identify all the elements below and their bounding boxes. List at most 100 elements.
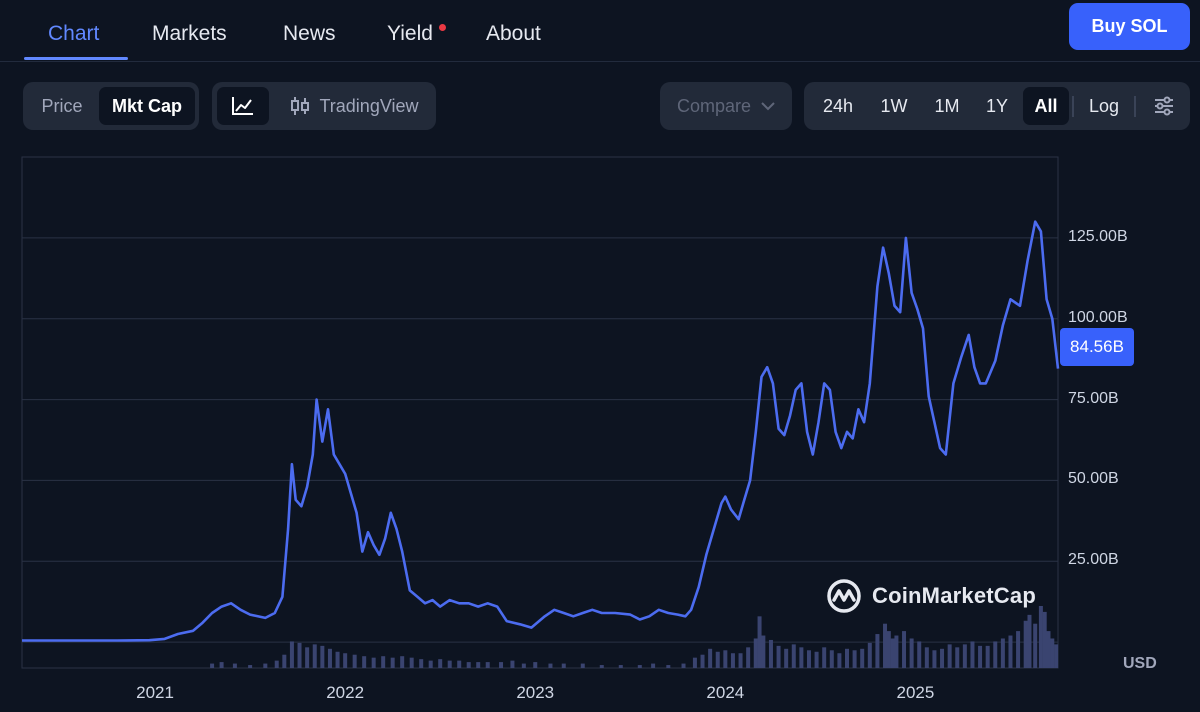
range-1y[interactable]: 1Y (985, 95, 1009, 116)
y-tick-label: 25.00B (1068, 551, 1119, 569)
volume-bar (1008, 635, 1013, 668)
volume-bar (909, 638, 914, 668)
volume-bar (1016, 631, 1021, 668)
volume-bar (860, 648, 865, 668)
plot-frame (21, 156, 1059, 669)
y-tick-label: 75.00B (1068, 389, 1119, 407)
log-toggle[interactable]: Log (1088, 95, 1120, 116)
volume-bar (371, 657, 376, 668)
coinmarketcap-logo-icon (827, 579, 861, 613)
volume-bar (837, 653, 842, 668)
tab-news[interactable]: News (283, 22, 336, 45)
x-tick-label: 2025 (896, 683, 935, 702)
volume-bar (400, 656, 405, 668)
range-24h[interactable]: 24h (822, 95, 854, 116)
volume-bar (730, 653, 735, 668)
buy-button[interactable]: Buy SOL (1069, 3, 1190, 50)
tradingview-button[interactable]: TradingView (278, 87, 430, 125)
volume-bar (232, 663, 237, 668)
compare-dropdown[interactable]: Compare (660, 82, 792, 130)
volume-bar (219, 662, 224, 668)
volume-bar (327, 648, 332, 668)
volume-bar (1033, 623, 1038, 668)
x-tick-label: 2022 (326, 683, 365, 702)
compare-selector: Compare (660, 87, 792, 125)
volume-bar (932, 650, 937, 668)
tab-yield[interactable]: Yield (387, 22, 433, 45)
compare-label: Compare (676, 95, 752, 116)
volume-bar (875, 634, 880, 668)
volume-bar (761, 635, 766, 668)
log-divider (1134, 96, 1136, 117)
volume-bar (822, 647, 827, 668)
volume-bar (1054, 644, 1059, 668)
volume-bar (637, 665, 642, 668)
volume-bar (985, 645, 990, 668)
volume-bar (708, 648, 713, 668)
volume-bar (312, 644, 317, 668)
tab-markets[interactable]: Markets (152, 22, 227, 45)
range-divider (1072, 96, 1074, 117)
volume-bar (917, 641, 922, 668)
volume-bar (521, 663, 526, 668)
nav-divider (0, 61, 1200, 62)
volume-bar (746, 647, 751, 668)
currency-label: USD (1123, 655, 1157, 672)
volume-bar (738, 653, 743, 668)
volume-bar (753, 638, 758, 668)
last-value-badge: 84.56B (1060, 328, 1134, 366)
volume-bar (700, 654, 705, 668)
volume-bar (902, 631, 907, 668)
volume-bar (618, 665, 623, 668)
volume-bar (886, 631, 891, 668)
volume-bar (883, 623, 888, 668)
volume-bar (962, 644, 967, 668)
sliders-icon (1155, 96, 1173, 116)
volume-bar (282, 654, 287, 668)
volume-bar (799, 647, 804, 668)
volume-bar (297, 642, 302, 668)
volume-bars (210, 606, 1059, 668)
volume-bar (419, 659, 424, 668)
volume-bar (499, 662, 504, 668)
volume-bar (829, 650, 834, 668)
market-cap-series (22, 220, 1060, 642)
market-cap-line (22, 220, 1060, 642)
volume-bar (447, 660, 452, 668)
volume-bar (561, 663, 566, 668)
volume-bar (978, 645, 983, 668)
range-1w[interactable]: 1W (880, 95, 908, 116)
tab-chart[interactable]: Chart (48, 22, 100, 45)
settings-button[interactable] (1144, 87, 1184, 125)
volume-bar (580, 663, 585, 668)
volume-bar (1000, 638, 1005, 668)
volume-bar (533, 662, 538, 668)
volume-bar (510, 660, 515, 668)
tab-about[interactable]: About (486, 22, 541, 45)
coinmarketcap-watermark: CoinMarketCap (826, 578, 1036, 614)
volume-bar (343, 653, 348, 668)
volume-bar (248, 665, 253, 668)
volume-bar (970, 641, 975, 668)
volume-bar (666, 665, 671, 668)
volume-bar (362, 656, 367, 668)
volume-bar (955, 647, 960, 668)
volume-bar (210, 663, 215, 668)
range-1m[interactable]: 1M (934, 95, 960, 116)
volume-bar (814, 651, 819, 668)
line-chart-button[interactable] (217, 87, 269, 125)
volume-bar (457, 660, 462, 668)
mkt-cap-toggle[interactable]: Mkt Cap (99, 87, 195, 125)
y-tick-label: 100.00B (1068, 308, 1128, 326)
volume-bar (1038, 606, 1043, 668)
range-all[interactable]: All (1023, 87, 1069, 125)
volume-bar (466, 662, 471, 668)
line-chart-icon (232, 97, 253, 115)
volume-bar (409, 657, 414, 668)
volume-bar (924, 647, 929, 668)
volume-bar (1027, 614, 1032, 668)
price-toggle[interactable]: Price (41, 95, 83, 116)
volume-bar (390, 657, 395, 668)
x-tick-label: 2023 (516, 683, 555, 702)
